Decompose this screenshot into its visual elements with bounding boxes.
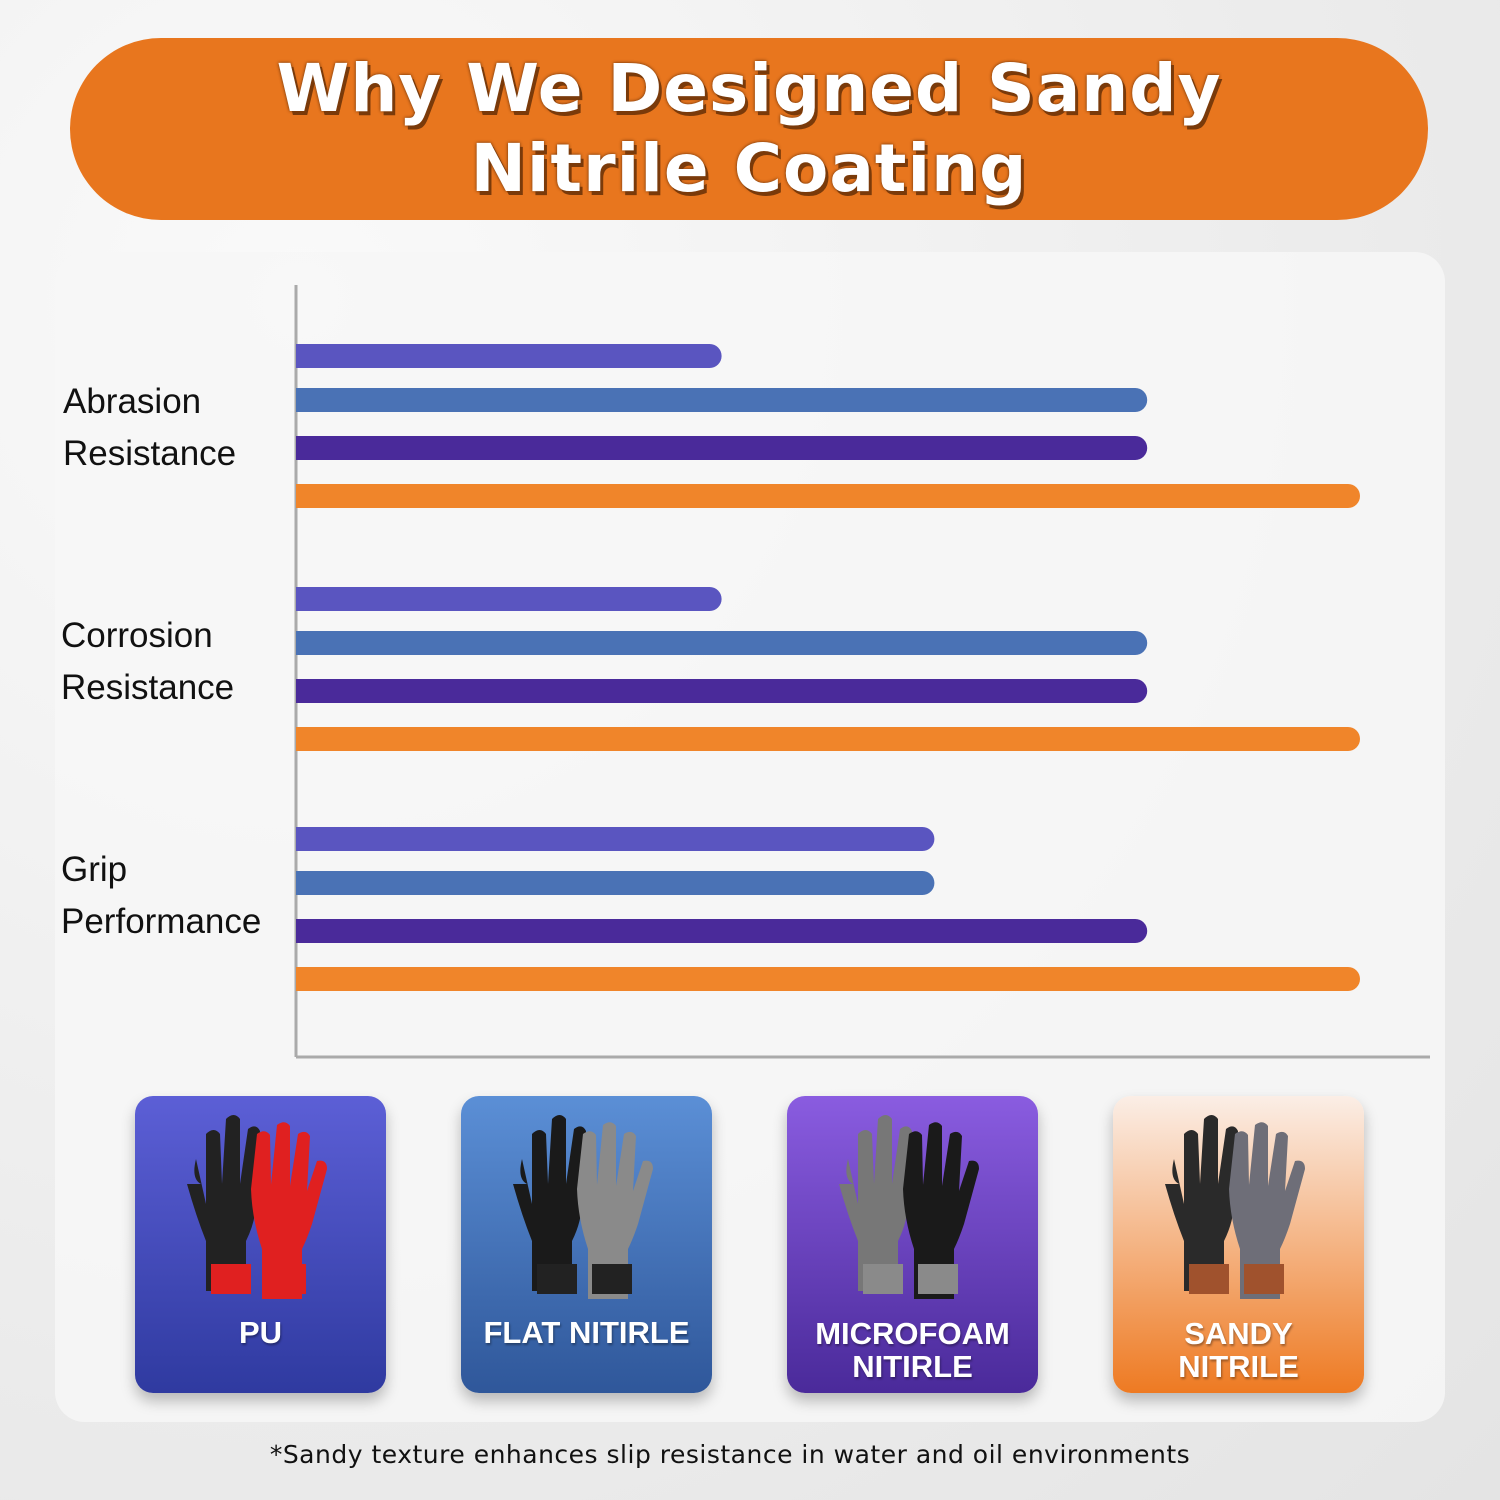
category-label: Abrasion Resistance: [63, 376, 236, 480]
category-label-line: Resistance: [63, 434, 237, 473]
legend-card-label-line: MICROFOAM: [815, 1316, 1010, 1351]
title-line-1: Why We Designed Sandy: [276, 50, 1222, 127]
legend-card-label: FLAT NITIRLE: [461, 1316, 712, 1349]
legend-card-label-line: SANDY: [1184, 1316, 1293, 1351]
legend-card-label-line: FLAT NITIRLE: [483, 1315, 690, 1350]
bar-2-1: [296, 871, 935, 895]
category-label-line: Corrosion: [61, 616, 213, 655]
glove-icon: [838, 1115, 979, 1299]
title-banner: Why We Designed Sandy Nitrile Coating: [70, 38, 1428, 220]
bar-0-3: [296, 484, 1360, 508]
category-label-line: Abrasion: [63, 382, 202, 421]
legend-card-2: MICROFOAM NITIRLE: [787, 1096, 1038, 1393]
bar-1-1: [296, 631, 1148, 655]
bar-0-0: [296, 344, 722, 368]
bar-2-3: [296, 967, 1360, 991]
legend-card-label-line: NITIRLE: [852, 1349, 973, 1384]
legend-card-label-line: NITRILE: [1178, 1349, 1299, 1384]
glove-icon: [1164, 1115, 1305, 1299]
legend-card-label: SANDY NITRILE: [1113, 1317, 1364, 1383]
legend-card-label: MICROFOAM NITIRLE: [787, 1317, 1038, 1383]
category-label-line: Resistance: [61, 668, 235, 707]
category-label-line: Grip: [61, 850, 128, 889]
legend-card-label: PU: [135, 1316, 386, 1349]
category-label-line: Performance: [61, 902, 262, 941]
bar-1-2: [296, 679, 1148, 703]
legend-card-0: PU: [135, 1096, 386, 1393]
legend-card-3: SANDY NITRILE: [1113, 1096, 1364, 1393]
legend-card-label-line: PU: [238, 1315, 283, 1350]
glove-icon: [512, 1115, 653, 1299]
category-label: Corrosion Resistance: [61, 610, 234, 714]
category-label: Grip Performance: [61, 844, 261, 948]
footnote: *Sandy texture enhances slip resistance …: [269, 1440, 1191, 1469]
bar-0-2: [296, 436, 1148, 460]
bar-0-1: [296, 388, 1148, 412]
title-line-2: Nitrile Coating: [470, 130, 1028, 207]
legend-card-1: FLAT NITIRLE: [461, 1096, 712, 1393]
bar-1-3: [296, 727, 1360, 751]
bar-1-0: [296, 587, 722, 611]
bar-2-0: [296, 827, 935, 851]
glove-icon: [186, 1115, 327, 1299]
bar-2-2: [296, 919, 1148, 943]
